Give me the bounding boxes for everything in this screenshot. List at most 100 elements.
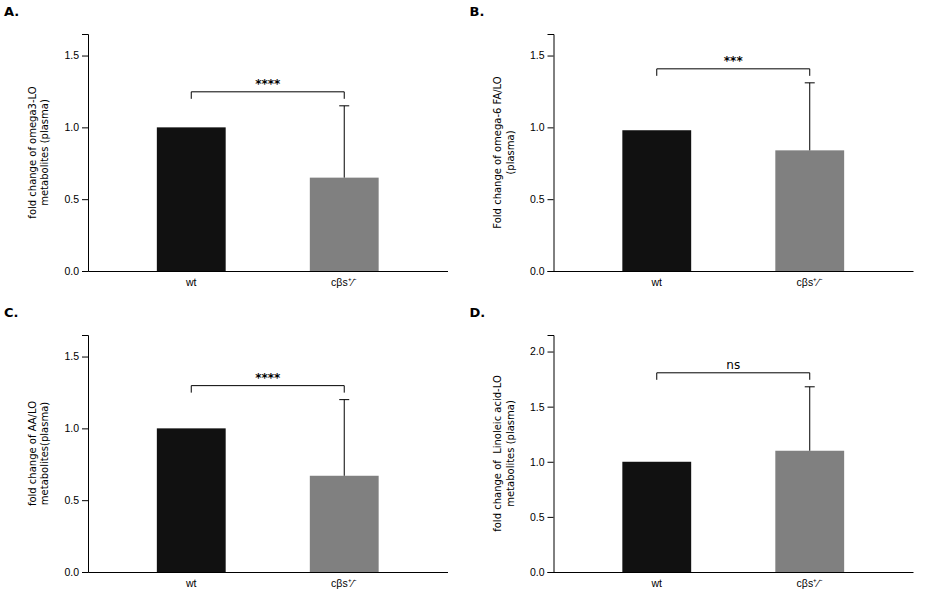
y-tick-label: 0.0	[64, 566, 79, 578]
y-axis-title-line: metabolites(plasma)	[39, 402, 50, 505]
y-tick-label: 1.5	[530, 49, 545, 61]
significance-bracket	[191, 92, 344, 99]
y-tick: 1.5	[530, 401, 554, 413]
plot-marks	[157, 400, 379, 572]
y-tick-label: 1.5	[530, 401, 545, 413]
panel-label: D.	[470, 305, 486, 320]
x-tick: cβs⁺∕⁻	[797, 271, 823, 288]
x-tick-label: wt	[651, 577, 663, 589]
significance-label: ***	[724, 54, 744, 68]
x-tick-label: cβs⁺∕⁻	[797, 276, 823, 288]
bar	[157, 127, 226, 271]
y-tick-label: 1.0	[64, 422, 79, 434]
y-tick: 0.0	[530, 265, 554, 277]
significance-bracket	[657, 373, 810, 380]
bar	[622, 130, 691, 271]
x-axis-line	[89, 271, 449, 272]
bar	[775, 451, 844, 572]
y-axis: 0.0 0.5 1.0 1.5 2.0	[530, 336, 554, 578]
y-axis: 0.0 0.5 1.0 1.5	[64, 336, 88, 578]
y-axis-title-line: fold change of AA/LO	[27, 401, 38, 506]
x-tick: wt	[651, 572, 663, 589]
panel: 0.0 0.5 1.0 1.5 wt cβs⁺∕⁻ **** fold change of A…	[4, 305, 448, 589]
x-tick: cβs⁺∕⁻	[797, 572, 823, 589]
error-bar	[339, 106, 349, 178]
plot-marks	[622, 83, 844, 271]
error-bar	[805, 387, 815, 451]
y-tick-mark	[548, 199, 554, 200]
y-tick: 1.0	[530, 121, 554, 133]
y-tick-mark	[548, 127, 554, 128]
y-axis-title-line: (plasma)	[505, 130, 516, 174]
y-tick-label: 2.0	[530, 345, 545, 357]
y-tick: 1.0	[530, 456, 554, 468]
y-axis-title: Fold change of omega-6 FA/LO(plasma)	[492, 76, 516, 229]
y-tick-mark	[82, 428, 88, 429]
y-tick: 0.0	[64, 265, 88, 277]
y-axis-title-line: fold change of Linoleic acid-LO	[492, 375, 503, 532]
x-axis: wt cβs⁺∕⁻	[554, 271, 914, 288]
y-axis-title-line: metabolites (plasma)	[505, 400, 516, 507]
y-tick-label: 0.0	[530, 566, 545, 578]
y-axis-title-line: metabolites (plasma)	[39, 99, 50, 206]
x-axis: wt cβs⁺∕⁻	[89, 572, 449, 589]
x-axis-line	[89, 572, 449, 573]
y-tick-mark	[548, 56, 554, 57]
x-axis-line	[554, 572, 914, 573]
y-tick-label: 1.0	[530, 121, 545, 133]
x-tick-label: cβs⁺∕⁻	[797, 577, 823, 589]
y-tick-mark	[82, 271, 88, 272]
y-tick-label: 1.0	[64, 121, 79, 133]
panel-label: B.	[470, 4, 485, 19]
x-axis-line	[554, 271, 914, 272]
x-tick-label: cβs⁺∕⁻	[331, 577, 357, 589]
y-tick-label: 0.5	[64, 494, 79, 506]
x-tick: wt	[185, 271, 197, 288]
y-axis-title: fold change of Linoleic acid-LOmetabolit…	[492, 375, 516, 532]
y-tick-label: 0.0	[530, 265, 545, 277]
figure: 0.0 0.5 1.0 1.5 wt cβs⁺∕⁻ **** fold change of o…	[0, 0, 931, 602]
y-tick: 1.5	[64, 350, 88, 362]
plot-marks	[622, 387, 844, 572]
y-tick-label: 0.5	[530, 193, 545, 205]
significance-label: ****	[255, 77, 281, 91]
x-tick: cβs⁺∕⁻	[331, 572, 357, 589]
y-tick-mark	[82, 127, 88, 128]
y-tick-mark	[82, 199, 88, 200]
y-tick-label: 0.0	[64, 265, 79, 277]
panel-label: A.	[4, 4, 19, 19]
significance-bracket	[191, 386, 344, 393]
bar	[157, 428, 226, 572]
y-tick-mark	[548, 572, 554, 573]
significance-label: ****	[255, 371, 281, 385]
bar	[310, 476, 379, 572]
bar	[310, 178, 379, 271]
x-tick: wt	[185, 572, 197, 589]
y-tick: 1.0	[64, 422, 88, 434]
panel: 0.00.51.01.5wtcβs⁺∕⁻****fold change of o…	[4, 4, 448, 288]
y-axis-title: fold change of AA/LOmetabolites(plasma)	[27, 401, 51, 506]
x-tick-label: wt	[651, 276, 663, 288]
x-tick-label: wt	[185, 276, 197, 288]
y-axis-title-line: fold change of omega3-LO	[27, 86, 38, 218]
x-tick: cβs⁺∕⁻	[331, 271, 357, 288]
y-tick-label: 0.5	[64, 193, 79, 205]
y-tick: 1.5	[530, 49, 554, 61]
y-tick: 0.0	[64, 566, 88, 578]
error-bar	[805, 83, 815, 151]
y-tick: 0.5	[64, 494, 88, 506]
x-tick-label: cβs⁺∕⁻	[331, 276, 357, 288]
y-tick-label: 0.5	[530, 511, 545, 523]
significance-bracket	[657, 69, 810, 76]
y-tick: 0.5	[64, 193, 88, 205]
y-tick-mark	[82, 56, 88, 57]
y-axis-line	[82, 336, 89, 573]
y-tick-mark	[548, 462, 554, 463]
y-tick-mark	[548, 271, 554, 272]
y-tick-mark	[82, 572, 88, 573]
y-axis-line	[548, 336, 555, 573]
y-tick-mark	[548, 517, 554, 518]
panel-label: C.	[4, 305, 18, 320]
bar	[622, 462, 691, 572]
y-tick-mark	[82, 500, 88, 501]
